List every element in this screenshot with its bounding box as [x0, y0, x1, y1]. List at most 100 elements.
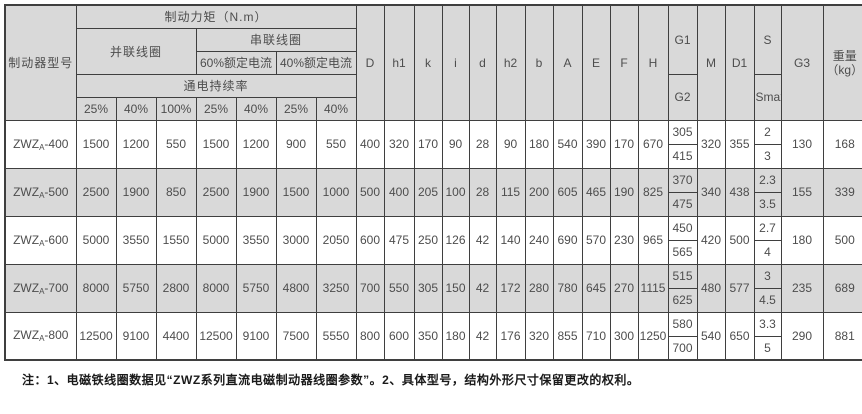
dim-value: 500 — [355, 167, 385, 217]
dim-value: 190 — [609, 167, 639, 217]
series-coil-header: 串联线圈 — [195, 27, 357, 52]
dim-header-A: A — [552, 4, 583, 121]
g2-value: 565 — [667, 239, 698, 265]
model-subscript: A — [39, 286, 45, 296]
dim-value: 42 — [468, 215, 497, 265]
g1-value: 450 — [667, 215, 698, 241]
model-cell: ZWZA-600 — [4, 215, 77, 265]
g1-value: 305 — [667, 119, 698, 145]
page: 制动器型号 制动力矩（N.m） D h1 k i d h2 b A E F H … — [4, 4, 862, 387]
g2-value: 475 — [667, 191, 698, 217]
dim-value: 28 — [468, 119, 497, 169]
dim-value: 180 — [441, 311, 470, 361]
duty-col-header: 100% — [155, 96, 197, 121]
dim-value: 200 — [524, 167, 554, 217]
torque-value: 5750 — [115, 263, 157, 313]
torque-value: 850 — [155, 167, 197, 217]
d1-value: 577 — [724, 263, 755, 313]
dim-value: 172 — [495, 263, 526, 313]
torque-value: 5000 — [75, 215, 117, 265]
dim-value: 176 — [495, 311, 526, 361]
torque-value: 5750 — [235, 263, 277, 313]
g3-value: 235 — [780, 263, 824, 313]
dim-header-D: D — [355, 4, 385, 121]
s-header: S — [753, 4, 782, 75]
duty-col-header: 25% — [75, 96, 117, 121]
dim-value: 965 — [637, 215, 669, 265]
dim-value: 605 — [552, 167, 583, 217]
dim-value: 390 — [581, 119, 611, 169]
dim-value: 400 — [383, 167, 415, 217]
dim-value: 465 — [581, 167, 611, 217]
smax-value: 4 — [753, 239, 782, 265]
dim-value: 800 — [355, 311, 385, 361]
torque-value: 9100 — [115, 311, 157, 361]
dim-value: 645 — [581, 263, 611, 313]
current-40-header: 40%额定电流 — [275, 50, 357, 75]
dim-value: 710 — [581, 311, 611, 361]
g1-value: 580 — [667, 311, 698, 337]
dim-header-H: H — [637, 4, 669, 121]
model-subscript: A — [39, 238, 45, 248]
dim-value: 270 — [609, 263, 639, 313]
torque-value: 2800 — [155, 263, 197, 313]
table-row-sub: 700 5 — [5, 335, 862, 361]
model-prefix: ZWZ — [13, 136, 40, 151]
torque-value: 3250 — [315, 263, 357, 313]
torque-value: 12500 — [75, 311, 117, 361]
model-prefix: ZWZ — [13, 328, 40, 343]
dim-value: 170 — [413, 119, 443, 169]
g3-header: G3 — [780, 4, 824, 121]
torque-value: 4400 — [155, 311, 197, 361]
torque-value: 1500 — [75, 119, 117, 169]
dim-value: 205 — [413, 167, 443, 217]
torque-value: 1550 — [155, 215, 197, 265]
torque-value: 1000 — [315, 167, 357, 217]
dim-value: 180 — [524, 119, 554, 169]
m-value: 540 — [696, 311, 726, 361]
d1-value: 438 — [724, 167, 755, 217]
torque-value: 1200 — [115, 119, 157, 169]
model-subscript: A — [39, 142, 45, 152]
smax-value: 5 — [753, 335, 782, 361]
dim-value: 780 — [552, 263, 583, 313]
dim-value: 42 — [468, 263, 497, 313]
dim-value: 540 — [552, 119, 583, 169]
smax-header: Smax — [753, 73, 782, 121]
duty-col-header: 40% — [115, 96, 157, 121]
m-header: M — [696, 4, 726, 121]
weight-value: 881 — [822, 311, 862, 361]
footnote: 注：1、电磁铁线圈数据见“ZWZ系列直流电磁制动器线圈参数”。2、具体型号，结构… — [22, 373, 640, 387]
d1-value: 500 — [724, 215, 755, 265]
torque-value: 9100 — [235, 311, 277, 361]
model-cell: ZWZA-700 — [4, 263, 77, 313]
weight-value: 168 — [822, 119, 862, 169]
parallel-coil-header: 并联线圈 — [75, 27, 197, 75]
torque-value: 1900 — [235, 167, 277, 217]
g3-value: 130 — [780, 119, 824, 169]
dim-value: 100 — [441, 167, 470, 217]
dim-value: 90 — [441, 119, 470, 169]
dim-value: 150 — [441, 263, 470, 313]
dim-value: 855 — [552, 311, 583, 361]
dim-header-b: b — [524, 4, 554, 121]
torque-value: 5000 — [195, 215, 237, 265]
s-value: 3.3 — [753, 311, 782, 337]
torque-value: 550 — [315, 119, 357, 169]
model-prefix: ZWZ — [13, 280, 40, 295]
table-row: ZWZA-800 12500 9100 4400 12500 9100 7500… — [4, 311, 862, 361]
m-value: 340 — [696, 167, 726, 217]
model-prefix: ZWZ — [13, 184, 40, 199]
g1-value: 370 — [667, 167, 698, 193]
model-number: -400 — [44, 136, 69, 151]
dim-value: 550 — [383, 263, 415, 313]
dim-header-h1: h1 — [383, 4, 415, 121]
model-subscript: A — [39, 334, 45, 344]
torque-value: 4800 — [275, 263, 317, 313]
dim-value: 230 — [609, 215, 639, 265]
torque-value: 8000 — [195, 263, 237, 313]
weight-header: 重量 （kg） — [822, 4, 862, 121]
torque-value: 3550 — [235, 215, 277, 265]
dim-value: 475 — [383, 215, 415, 265]
model-cell: ZWZA-500 — [4, 167, 77, 217]
